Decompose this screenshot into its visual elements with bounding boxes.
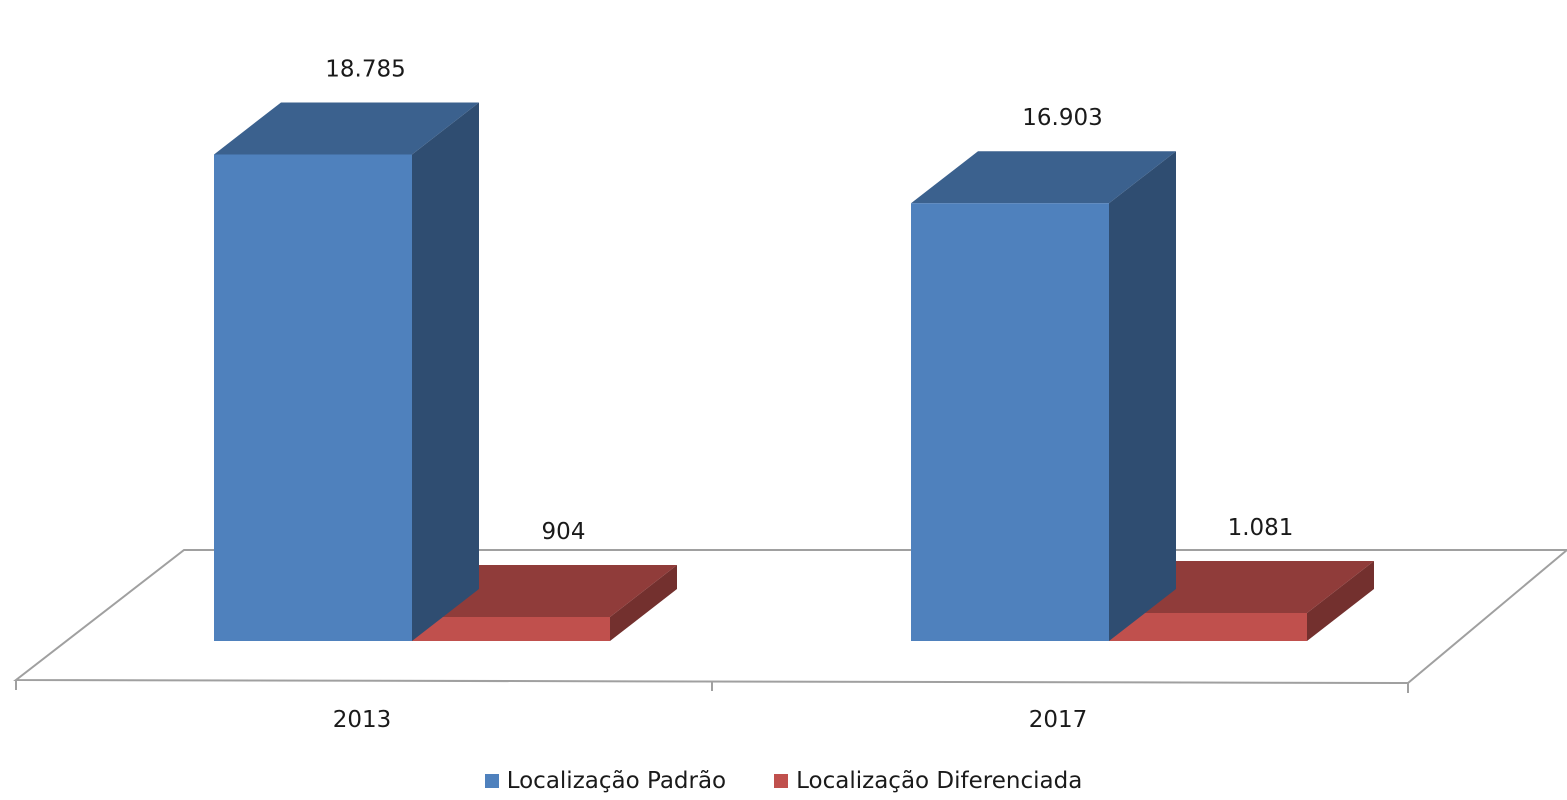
bar-side-face bbox=[1109, 151, 1176, 642]
category-label-2013: 2013 bbox=[333, 707, 392, 733]
data-label-2017-series-2: 1.081 bbox=[1228, 515, 1294, 541]
category-label-2017: 2017 bbox=[1029, 707, 1088, 733]
legend-label-padrao: Localização Padrão bbox=[506, 768, 727, 794]
legend-label-diferenciada: Localização Diferenciada bbox=[796, 768, 1083, 794]
bar-top-face bbox=[911, 151, 1176, 204]
legend-swatch-diferenciada bbox=[774, 774, 789, 788]
legend-swatch-padrao bbox=[484, 774, 499, 788]
labels-group: 904 18.785 2013 1.081 16.903 2017 bbox=[325, 56, 1293, 733]
bars-group bbox=[214, 102, 1374, 642]
data-label-2017-series-1: 16.903 bbox=[1022, 105, 1102, 131]
legend: Localização Padrão Localização Diferenci… bbox=[0, 768, 1567, 794]
legend-item-padrao: Localização Padrão bbox=[484, 768, 727, 794]
bar-side-face bbox=[1307, 561, 1374, 641]
bar-front-face bbox=[412, 617, 610, 641]
bar-side-face bbox=[610, 565, 677, 641]
legend-item-diferenciada: Localização Diferenciada bbox=[774, 768, 1082, 794]
bar-side-face bbox=[412, 102, 479, 641]
bar-front-face bbox=[911, 203, 1109, 642]
bar-front-face bbox=[214, 154, 412, 641]
bar-2013-series-1 bbox=[214, 102, 479, 641]
bar-chart: 904 18.785 2013 1.081 16.903 2017 bbox=[13, 56, 1567, 733]
bar-front-face bbox=[1109, 613, 1307, 641]
bar-top-face bbox=[214, 102, 479, 155]
bar-2017-series-1 bbox=[911, 151, 1176, 642]
data-label-2013-series-2: 904 bbox=[542, 519, 586, 545]
data-label-2013-series-1: 18.785 bbox=[325, 56, 405, 82]
